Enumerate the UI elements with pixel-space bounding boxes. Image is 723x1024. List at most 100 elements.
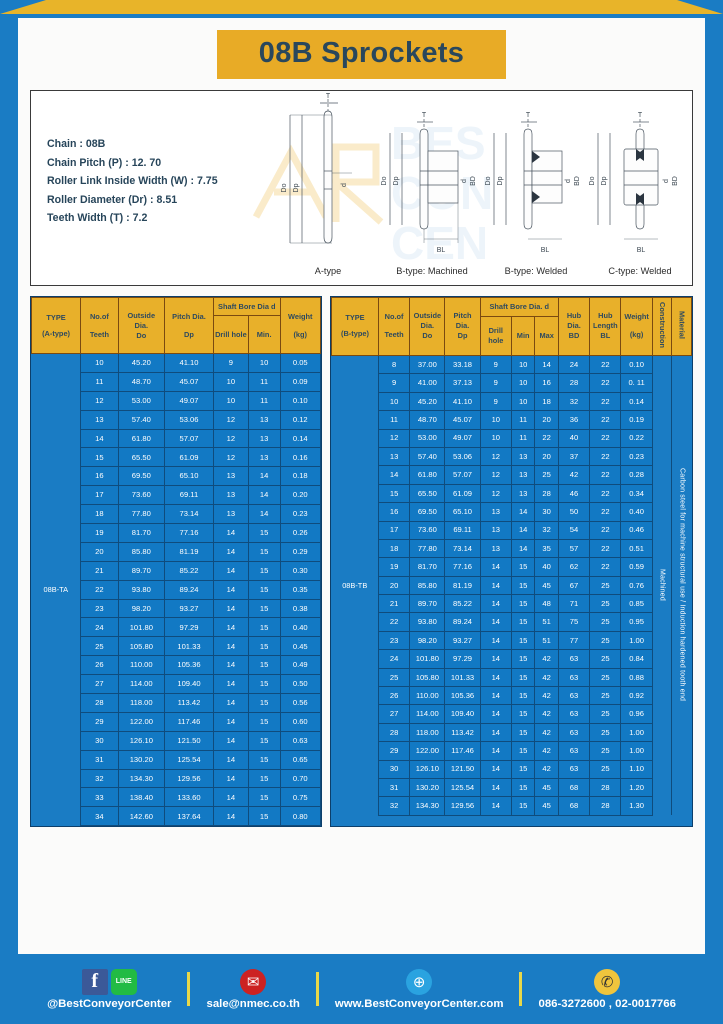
table-cell: 14 — [479, 722, 512, 743]
table-row: 32 134.30 129.56 14 15 0.70 — [32, 768, 321, 789]
table-cell: 41.10 — [163, 353, 215, 373]
table-row: 17 73.60 69.11 13 14 0.20 — [32, 485, 321, 506]
table-cell: 14 — [479, 759, 512, 779]
table-cell: 14 — [213, 523, 249, 543]
svg-text:BD: BD — [470, 176, 477, 186]
table-cell: 51 — [534, 630, 559, 651]
table-cell: 15 — [247, 541, 281, 562]
th-a-bore-group: Shaft Bore Dia d — [213, 297, 281, 316]
table-cell: 25 — [589, 667, 622, 688]
table-cell: 9 — [479, 391, 512, 412]
table-cell: 13 — [510, 465, 536, 485]
table-cell: 1.10 — [620, 759, 653, 779]
spec-teeth-width: Teeth Width (T) : 7.2 — [47, 212, 148, 225]
table-cell: 57.40 — [409, 446, 446, 467]
table-cell: 0.60 — [279, 711, 321, 732]
table-cell: 14 — [479, 686, 512, 706]
table-cell: 110.00 — [409, 686, 446, 706]
table-cell: 69.11 — [163, 485, 215, 506]
sprocket-table-b: TYPE (B-type) No.of Teeth Outside — [331, 297, 692, 816]
footer-website[interactable]: ⊕ www.BestConveyorCenter.com — [319, 968, 520, 1010]
facebook-icon[interactable] — [81, 968, 108, 995]
page-title: 08B Sprockets — [216, 29, 507, 79]
footer-facebook[interactable]: @BestConveyorCenter — [31, 968, 187, 1010]
table-cell: 0.40 — [620, 502, 653, 522]
table-cell: 29 — [377, 741, 411, 761]
svg-text:d: d — [341, 183, 348, 187]
table-cell: 10 — [479, 410, 512, 430]
table-cell: 85.80 — [117, 541, 165, 562]
footer-phone[interactable]: ✆ 086-3272600 , 02-0017766 — [522, 968, 691, 1010]
table-cell: 14 — [510, 538, 536, 559]
svg-text:Do: Do — [281, 183, 288, 192]
gold-top-band — [0, 0, 723, 14]
table-row: 16 69.50 65.10 13 14 30 50 22 0.40 — [332, 502, 692, 522]
spec-drawing-panel: Chain : 08B Chain Pitch (P) : 12. 70 Rol… — [30, 90, 693, 286]
table-cell: 14 — [213, 579, 249, 600]
table-cell: 10 — [213, 371, 249, 392]
table-cell: 109.40 — [444, 704, 481, 724]
th-b-min: Min — [510, 315, 536, 356]
table-cell: 22 — [589, 391, 622, 412]
footer-website-label: www.BestConveyorCenter.com — [334, 997, 504, 1010]
table-cell: 15 — [247, 768, 281, 789]
diagram-caption-b-machined: B-type: Machined — [396, 266, 468, 276]
phone-icon[interactable]: ✆ — [594, 968, 621, 995]
table-row: 25 105.80 101.33 14 15 42 63 25 0.88 — [332, 667, 692, 688]
table-cell: 15 — [247, 711, 281, 732]
table-cell: 15 — [510, 667, 536, 688]
line-icon[interactable] — [110, 968, 137, 995]
table-cell: 30 — [80, 730, 119, 751]
table-cell: 93.80 — [409, 612, 446, 632]
spec-roller-link-width: Roller Link Inside Width (W) : 7.75 — [47, 175, 218, 188]
table-row: 24 101.80 97.29 14 15 42 63 25 0.84 — [332, 649, 692, 669]
table-cell: 13 — [479, 520, 512, 540]
table-cell: 0.19 — [620, 410, 653, 430]
table-cell: 21 — [377, 594, 411, 614]
th-b-hub-dia: Hub Dia. BD — [557, 297, 591, 356]
table-cell: 25 — [534, 465, 559, 485]
table-cell: 130.20 — [409, 777, 446, 798]
table-cell: 25 — [589, 704, 622, 724]
table-cell: 42 — [534, 722, 559, 743]
table-cell: 42 — [534, 759, 559, 779]
table-cell: 15 — [510, 594, 536, 614]
table-cell: 85.22 — [444, 594, 481, 614]
table-cell: 134.30 — [117, 768, 165, 789]
table-cell: 101.80 — [117, 617, 165, 638]
table-cell: 20 — [534, 446, 559, 467]
table-cell: 81.19 — [444, 575, 481, 596]
table-cell: 30 — [377, 759, 411, 779]
table-cell: 25 — [589, 741, 622, 761]
table-row: 13 57.40 53.06 12 13 20 37 22 0.23 — [332, 446, 692, 467]
table-cell: 1.30 — [620, 796, 653, 816]
table-cell: 0.70 — [279, 768, 321, 789]
footer-email[interactable]: ✉ sale@nmec.co.th — [190, 968, 315, 1010]
svg-text:T: T — [422, 112, 427, 119]
table-cell: 10 — [247, 353, 281, 373]
mail-icon[interactable]: ✉ — [240, 968, 267, 995]
svg-text:BL: BL — [437, 247, 446, 254]
table-cell: 25 — [589, 759, 622, 779]
svg-text:Do: Do — [381, 176, 388, 185]
table-cell: 0.96 — [620, 704, 653, 724]
table-b-material-value: Carbon steel for machine structural use … — [671, 355, 692, 816]
globe-icon[interactable]: ⊕ — [406, 968, 433, 995]
table-cell: 14 — [213, 636, 249, 657]
table-cell: 12 — [479, 446, 512, 467]
table-row: 23 98.20 93.27 14 15 0.38 — [32, 598, 321, 619]
table-cell: 12 — [479, 465, 512, 485]
table-cell: 12 — [213, 428, 249, 449]
table-cell: 1.00 — [620, 722, 653, 743]
table-cell: 15 — [510, 612, 536, 632]
table-cell: 110.00 — [117, 655, 165, 676]
diagram-row: Do Dp d T A-type — [276, 91, 692, 285]
table-b-head: TYPE (B-type) No.of Teeth Outside — [331, 297, 692, 356]
table-cell: 37 — [557, 446, 591, 467]
watermark-logo: BES CON CEN — [252, 117, 493, 269]
table-cell: 129.56 — [444, 796, 481, 816]
table-row: 9 41.00 37.13 9 10 16 28 22 0. 11 — [332, 373, 692, 393]
table-cell: 0.12 — [279, 409, 321, 430]
table-cell: 105.36 — [163, 655, 215, 676]
table-cell: 11 — [510, 428, 536, 448]
